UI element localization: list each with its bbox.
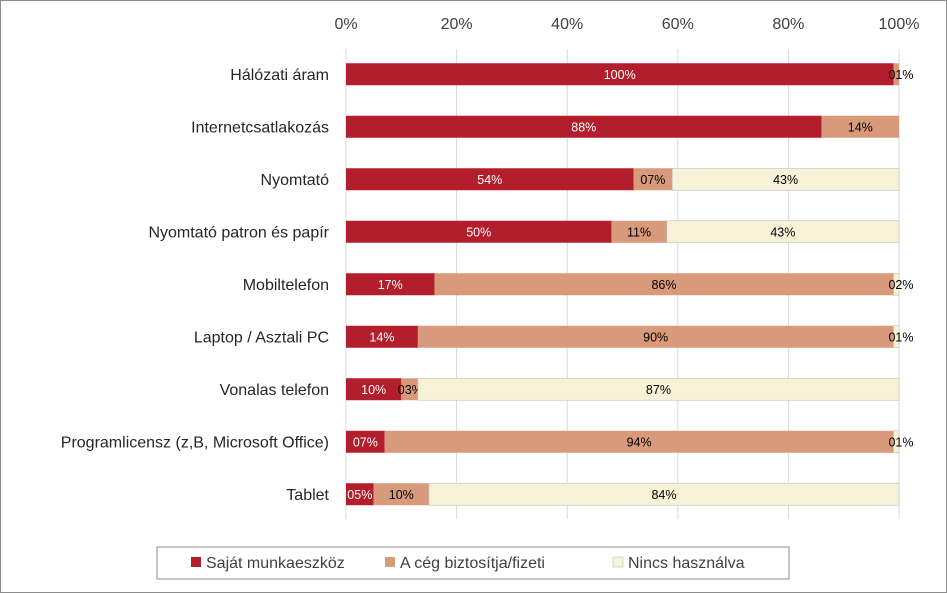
data-label: 07% — [640, 173, 665, 187]
legend-label-sajat-munkaeszkoz: Saját munkaeszköz — [206, 555, 345, 572]
x-tick-label: 0% — [334, 16, 357, 33]
bar-segment-sajat-munkaeszkoz — [346, 378, 402, 401]
x-tick-label: 40% — [551, 16, 583, 33]
data-label: 50% — [466, 225, 491, 239]
data-label: 90% — [643, 330, 668, 344]
data-label: 14% — [848, 120, 873, 134]
bar-segment-a-ceg-biztositja-fizeti — [373, 483, 429, 506]
data-label: 43% — [770, 225, 795, 239]
bar-segment-a-ceg-biztositja-fizeti — [417, 325, 894, 348]
category-label: Vonalas telefon — [220, 382, 329, 399]
bar-segment-a-ceg-biztositja-fizeti — [384, 430, 894, 453]
data-label: 01% — [888, 435, 913, 449]
bar-segment-sajat-munkaeszkoz — [346, 115, 822, 138]
bar-segment-nincs-hasznalva — [893, 430, 900, 454]
data-label: 05% — [347, 488, 372, 502]
data-label: 07% — [353, 435, 378, 449]
data-label: 86% — [651, 278, 676, 292]
legend: Saját munkaeszköz A cég biztosítja/fizeti… — [156, 546, 790, 580]
category-label: Mobiltelefon — [243, 277, 329, 294]
data-label: 02% — [888, 278, 913, 292]
bar-segment-nincs-hasznalva — [893, 325, 900, 349]
x-tick-label: 100% — [879, 16, 920, 33]
category-label: Programlicensz (z,B, Microsoft Office) — [61, 434, 329, 451]
bar-segment-sajat-munkaeszkoz — [346, 325, 418, 348]
bar-segment-nincs-hasznalva — [428, 482, 900, 506]
data-label: 17% — [378, 278, 403, 292]
bar-segment-nincs-hasznalva — [417, 377, 900, 401]
category-labels: Hálózati áram Internetcsatlakozás Nyomtató… — [61, 67, 330, 504]
bar-segment-a-ceg-biztositja-fizeti — [434, 273, 894, 296]
bar-segment-nincs-hasznalva — [666, 220, 900, 244]
data-label: 54% — [477, 173, 502, 187]
legend-swatch-nincs-hasznalva — [612, 556, 624, 568]
legend-swatch-sajat-munkaeszkoz — [191, 557, 201, 567]
data-label: 100% — [604, 68, 636, 82]
x-tick-label: 20% — [441, 16, 473, 33]
category-label: Nyomtató — [261, 172, 330, 189]
data-label: 11% — [627, 225, 651, 239]
bar-segment-a-ceg-biztositja-fizeti — [611, 220, 667, 243]
data-label: 87% — [646, 383, 671, 397]
bars: 100% 01% 88% 14% 54% 07% 43% 50% 11% 43% 17% 86% 02%… — [346, 63, 914, 506]
data-label: 03% — [398, 383, 423, 397]
legend-label-a-ceg-biztositja-fizeti: A cég biztosítja/fizeti — [400, 555, 545, 572]
bar-segment-a-ceg-biztositja-fizeti — [893, 63, 899, 86]
bar-segment-a-ceg-biztositja-fizeti — [401, 378, 418, 401]
bar-segment-sajat-munkaeszkoz — [346, 430, 385, 453]
category-label: Hálózati áram — [230, 67, 329, 84]
data-label: 10% — [361, 383, 386, 397]
bar-segment-nincs-hasznalva — [893, 272, 900, 296]
bar-segment-a-ceg-biztositja-fizeti — [821, 115, 899, 138]
bar-segment-sajat-munkaeszkoz — [346, 220, 612, 243]
data-label: 01% — [888, 330, 913, 344]
bar-segment-a-ceg-biztositja-fizeti — [633, 168, 673, 191]
category-label: Tablet — [286, 487, 329, 504]
data-label: 94% — [627, 435, 652, 449]
bar-segment-sajat-munkaeszkoz — [346, 273, 435, 296]
legend-box — [156, 546, 790, 580]
data-label: 14% — [369, 330, 394, 344]
data-label: 88% — [571, 120, 596, 134]
bar-segment-nincs-hasznalva — [671, 167, 900, 191]
x-axis-ticks: 0% 20% 40% 60% 80% 100% — [334, 16, 919, 33]
x-tick-label: 80% — [772, 16, 804, 33]
category-label: Internetcsatlakozás — [191, 119, 329, 136]
category-label: Laptop / Asztali PC — [194, 329, 329, 346]
data-label: 84% — [651, 488, 676, 502]
legend-label-nincs-hasznalva: Nincs használva — [628, 555, 745, 572]
data-label: 43% — [773, 173, 798, 187]
x-tick-label: 60% — [662, 16, 694, 33]
data-label: 01% — [888, 68, 913, 82]
data-label: 10% — [389, 488, 414, 502]
bar-segment-sajat-munkaeszkoz — [346, 483, 374, 506]
bar-segment-sajat-munkaeszkoz — [346, 168, 634, 191]
bar-segment-sajat-munkaeszkoz — [346, 63, 894, 86]
legend-swatch-a-ceg-biztositja-fizeti — [385, 557, 395, 567]
category-label: Nyomtató patron és papír — [148, 224, 329, 241]
